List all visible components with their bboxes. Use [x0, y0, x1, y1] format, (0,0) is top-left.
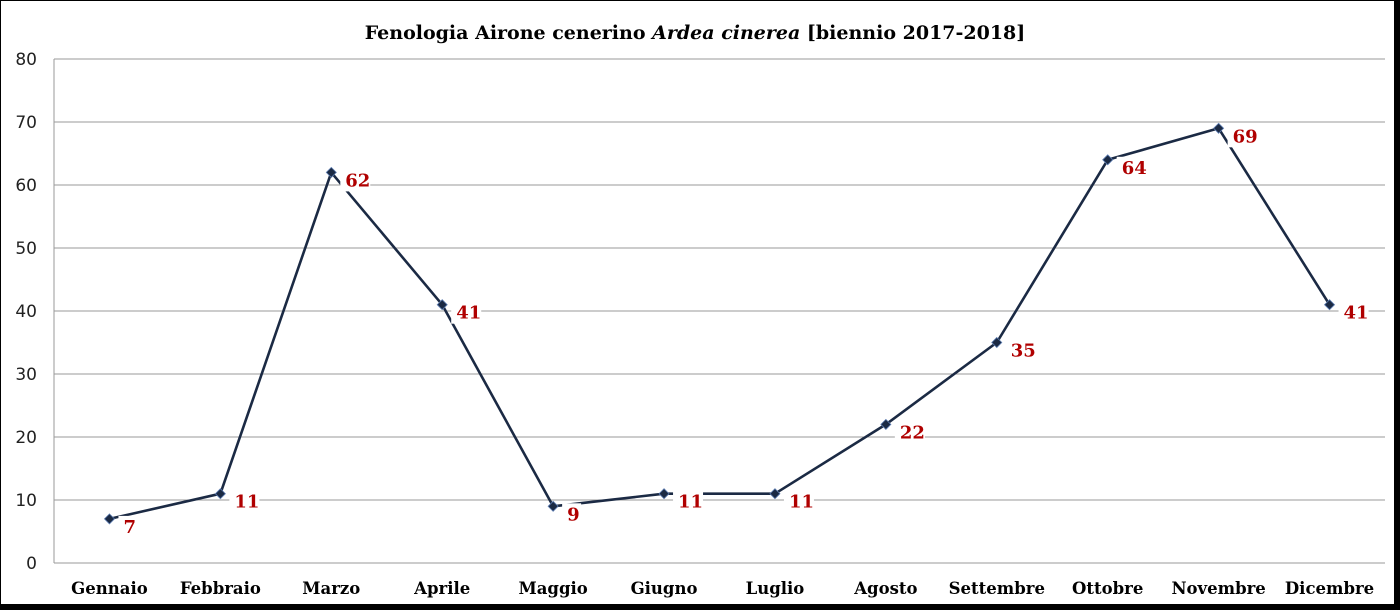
- y-tick-label-60: 60: [15, 176, 37, 196]
- data-point-9: [1102, 154, 1114, 166]
- data-point-4: [547, 500, 559, 512]
- data-label-bg-3: [451, 301, 482, 324]
- chart-title-part-0: Fenologia Airone cenerino: [365, 22, 652, 44]
- x-tick-label-1: Febbraio: [180, 579, 261, 598]
- y-tick-label-20: 20: [15, 428, 37, 448]
- data-label-11: 41: [1344, 303, 1369, 324]
- gridlines: [54, 58, 1385, 564]
- series-group: [103, 122, 1336, 525]
- x-tick-label-5: Giugno: [631, 579, 698, 598]
- x-tick-label-11: Dicembre: [1285, 579, 1374, 598]
- x-tick-label-3: Aprile: [413, 579, 470, 598]
- data-label-7: 22: [900, 422, 925, 443]
- y-tick-label-50: 50: [15, 239, 37, 259]
- data-point-8: [991, 336, 1003, 349]
- data-label-bg-6: [783, 490, 814, 513]
- data-point-10: [1213, 122, 1225, 134]
- data-label-5: 11: [678, 492, 703, 513]
- data-label-1: 11: [234, 492, 259, 513]
- data-point-7: [880, 418, 892, 430]
- data-point-11: [1323, 299, 1336, 311]
- x-tick-label-10: Novembre: [1171, 579, 1265, 598]
- data-point-2: [325, 166, 337, 178]
- x-tick-label-8: Settembre: [949, 579, 1045, 598]
- data-label-bg-0: [118, 515, 138, 538]
- data-label-bg-11: [1338, 301, 1369, 324]
- data-label-bg-4: [562, 503, 582, 526]
- data-point-6: [769, 488, 781, 500]
- data-label-8: 35: [1011, 341, 1036, 362]
- data-point-1: [214, 488, 226, 500]
- y-tick-label-80: 80: [15, 50, 37, 70]
- y-tick-label-0: 0: [26, 554, 37, 574]
- data-label-bg-7: [894, 421, 925, 444]
- x-tick-label-4: Maggio: [518, 579, 587, 598]
- x-axis: Gennaio Febbraio Marzo Aprile Maggio Giugno Lu…: [71, 579, 1374, 598]
- series-line-0: [109, 127, 1331, 521]
- chart-title-part-2: [biennio 2017-2018]: [800, 22, 1025, 44]
- y-axis: 0 10 20 30 40 50 60 70 80: [15, 50, 55, 574]
- data-label-bg-10: [1227, 125, 1258, 148]
- data-point-0: [103, 513, 116, 525]
- data-label-bg-9: [1116, 156, 1147, 179]
- data-label-6: 11: [789, 492, 814, 513]
- x-tick-label-7: Agosto: [853, 579, 917, 598]
- chart-title-part-1: Ardea cinerea: [650, 22, 800, 44]
- chart-title: Fenologia Airone cenerino Ardea cinerea …: [365, 22, 1026, 44]
- data-labels: 7 11 62 41 9 11 11 22 35 64 69 41: [118, 125, 1369, 538]
- data-point-3: [436, 299, 448, 311]
- y-tick-label-40: 40: [15, 302, 37, 322]
- x-tick-label-0: Gennaio: [71, 579, 148, 598]
- data-label-0: 7: [123, 517, 136, 538]
- data-label-bg-8: [1005, 339, 1036, 362]
- y-tick-label-70: 70: [15, 113, 37, 133]
- data-label-10: 69: [1233, 126, 1258, 147]
- data-label-9: 64: [1122, 158, 1147, 179]
- data-label-bg-5: [673, 490, 704, 513]
- y-tick-label-30: 30: [15, 365, 37, 385]
- x-tick-label-6: Luglio: [746, 579, 805, 598]
- data-label-4: 9: [567, 504, 580, 525]
- data-label-bg-1: [229, 490, 260, 513]
- x-tick-label-9: Ottobre: [1072, 579, 1143, 598]
- data-point-5: [658, 488, 670, 500]
- y-tick-label-10: 10: [15, 491, 37, 511]
- data-label-2: 62: [345, 170, 370, 191]
- data-label-3: 41: [456, 303, 481, 324]
- data-label-bg-2: [340, 169, 371, 192]
- x-tick-label-2: Marzo: [302, 579, 360, 598]
